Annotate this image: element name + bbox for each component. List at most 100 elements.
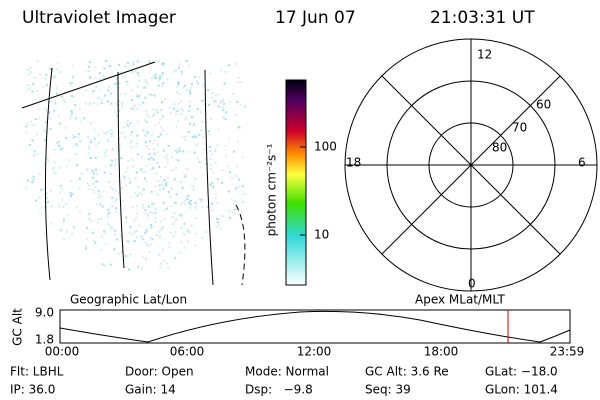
pixel	[144, 134, 146, 136]
pixel	[159, 184, 161, 186]
pixel	[149, 237, 151, 239]
info-field: GLat: −18.0	[485, 365, 558, 379]
pixel	[212, 186, 214, 188]
pixel	[95, 77, 97, 79]
pixel	[161, 101, 163, 103]
pixel	[211, 203, 213, 205]
pixel	[126, 81, 128, 83]
pixel	[231, 177, 233, 179]
info-field: GLon: 101.4	[485, 383, 558, 397]
pixel	[77, 145, 79, 147]
pixel	[104, 77, 106, 79]
pixel	[35, 99, 37, 101]
pixel	[102, 75, 104, 77]
pixel	[176, 110, 178, 112]
pixel	[154, 185, 156, 187]
pixel	[219, 228, 221, 230]
pixel	[70, 195, 72, 197]
pixel	[235, 188, 237, 190]
pixel	[229, 171, 231, 173]
pixel	[115, 83, 117, 85]
pixel	[197, 83, 199, 85]
pixel	[163, 202, 165, 204]
pixel	[148, 158, 150, 160]
pixel	[196, 80, 198, 82]
pixel	[112, 132, 114, 134]
pixel	[127, 84, 129, 86]
pixel	[27, 180, 29, 182]
pixel	[147, 131, 149, 133]
pixel	[173, 169, 175, 171]
pixel	[109, 65, 111, 67]
pixel	[39, 108, 41, 110]
pixel	[186, 89, 188, 91]
pixel	[66, 231, 68, 233]
mlt-label: 12	[477, 48, 492, 62]
pixel	[72, 82, 74, 84]
pixel	[107, 209, 109, 211]
pixel	[36, 134, 38, 136]
pixel	[128, 268, 130, 270]
pixel	[136, 230, 138, 232]
pixel	[211, 182, 213, 184]
pixel	[162, 72, 164, 74]
pixel	[124, 179, 126, 181]
pixel	[43, 189, 45, 191]
pixel	[194, 207, 196, 209]
pixel	[228, 138, 230, 140]
pixel	[107, 90, 109, 92]
pixel	[166, 154, 168, 156]
pixel	[89, 104, 91, 106]
pixel	[138, 75, 140, 77]
pixel	[111, 197, 113, 199]
pixel	[169, 107, 171, 109]
pixel	[175, 70, 177, 72]
pixel	[160, 176, 162, 178]
pixel	[88, 218, 90, 220]
pixel	[95, 169, 97, 171]
pixel	[215, 162, 217, 164]
pixel	[33, 155, 35, 157]
pixel	[56, 87, 58, 89]
pixel	[162, 184, 164, 186]
pixel	[88, 66, 90, 68]
date: 17 Jun 07	[275, 8, 356, 28]
pixel	[164, 179, 166, 181]
pixel	[30, 121, 32, 123]
pixel	[36, 90, 38, 92]
colorbar	[286, 80, 306, 285]
pixel	[201, 237, 203, 239]
pixel	[174, 212, 176, 214]
pixel	[145, 180, 147, 182]
x-tick-label: 18:00	[424, 345, 459, 359]
pixel	[100, 99, 102, 101]
pixel	[133, 109, 135, 111]
pixel	[157, 180, 159, 182]
pixel	[112, 205, 114, 207]
pixel	[150, 224, 152, 226]
pixel	[103, 232, 105, 234]
pixel	[35, 118, 37, 120]
pixel	[89, 61, 91, 63]
pixel	[111, 73, 113, 75]
pixel	[141, 236, 143, 238]
pixel	[177, 160, 179, 162]
pixel	[102, 191, 104, 193]
pixel	[232, 212, 234, 214]
pixel	[71, 180, 73, 182]
pixel	[135, 178, 137, 180]
pixel	[131, 159, 133, 161]
pixel	[147, 217, 149, 219]
pixel	[154, 95, 156, 97]
pixel	[190, 87, 192, 89]
pixel	[217, 128, 219, 130]
pixel	[181, 227, 183, 229]
pixel	[119, 71, 121, 73]
pixel	[202, 84, 204, 86]
pixel	[154, 212, 156, 214]
pixel	[181, 113, 183, 115]
pixel	[184, 176, 186, 178]
pixel	[237, 141, 239, 143]
pixel	[168, 145, 170, 147]
pixel	[88, 70, 90, 72]
